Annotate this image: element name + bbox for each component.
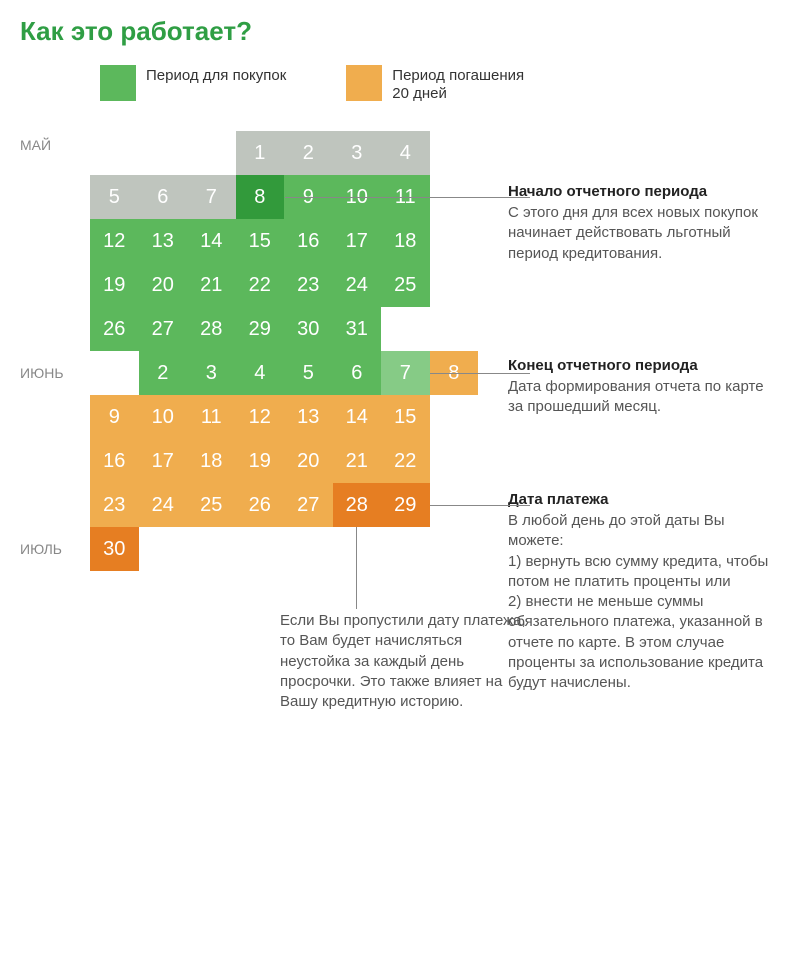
annotation: Начало отчетного периода С этого дня для … [508,183,770,264]
calendar-cell: 13 [284,395,333,439]
calendar-cell [284,527,333,571]
calendar-cell: 16 [90,439,139,483]
legend-swatch [346,65,382,101]
calendar-cell: 18 [381,219,430,263]
calendar-cell: 27 [139,307,188,351]
calendar: 1234567891011121314151617181920212223242… [90,131,478,571]
annotation-body: С этого дня для всех новых покупок начин… [508,203,770,264]
missed-payment-note: Если Вы пропустили дату платежа, то Вам … [280,611,530,712]
calendar-cell: 14 [333,395,382,439]
calendar-cell: 28 [333,483,382,527]
calendar-cell: 17 [333,219,382,263]
legend-item-purchases: Период для покупок [100,65,286,103]
calendar-cell: 23 [90,483,139,527]
calendar-cell: 20 [139,263,188,307]
calendar-cell: 8 [236,175,285,219]
calendar-cell: 18 [187,439,236,483]
calendar-cell [139,527,188,571]
calendar-cell [139,131,188,175]
calendar-cell [333,527,382,571]
legend: Период для покупок Период погашения 20 д… [20,65,780,103]
calendar-cell: 20 [284,439,333,483]
calendar-cell: 10 [139,395,188,439]
calendar-cell: 1 [236,131,285,175]
calendar-cell: 30 [284,307,333,351]
calendar-cell [187,131,236,175]
calendar-cell: 24 [333,263,382,307]
page-title: Как это работает? [20,16,780,47]
calendar-cell: 7 [381,351,430,395]
calendar-cell: 25 [187,483,236,527]
annotation-title: Конец отчетного периода [508,357,770,375]
calendar-cell: 17 [139,439,188,483]
calendar-cell [381,307,430,351]
calendar-cell: 12 [90,219,139,263]
annotation: Конец отчетного периода Дата формирования… [508,357,770,418]
calendar-cell: 27 [284,483,333,527]
calendar-cell: 23 [284,263,333,307]
calendar-cell: 10 [333,175,382,219]
calendar-cell: 25 [381,263,430,307]
legend-item-repayment: Период погашения 20 дней [346,65,524,103]
calendar-cell: 26 [236,483,285,527]
calendar-cell: 14 [187,219,236,263]
month-label: ИЮНЬ [20,365,64,381]
calendar-cell: 19 [236,439,285,483]
calendar-cell: 16 [284,219,333,263]
calendar-cell: 11 [187,395,236,439]
calendar-cell: 19 [90,263,139,307]
calendar-cell: 26 [90,307,139,351]
calendar-cell: 8 [430,351,479,395]
calendar-cell: 2 [139,351,188,395]
annotation-body: В любой день до этой даты Вы можете: 1) … [508,511,770,693]
annotation-title: Начало отчетного периода [508,183,770,201]
calendar-cell: 5 [284,351,333,395]
calendar-cell: 9 [284,175,333,219]
calendar-cell: 6 [139,175,188,219]
calendar-cell [90,351,139,395]
calendar-cell: 4 [236,351,285,395]
calendar-cell: 11 [381,175,430,219]
calendar-cell [381,527,430,571]
calendar-cell: 21 [333,439,382,483]
calendar-cell: 21 [187,263,236,307]
calendar-cell: 6 [333,351,382,395]
calendar-cell [236,527,285,571]
calendar-cell: 30 [90,527,139,571]
annotation-title: Дата платежа [508,491,770,509]
month-label: МАЙ [20,137,51,153]
month-label: ИЮЛЬ [20,541,62,557]
calendar-cell: 22 [381,439,430,483]
legend-text: Период погашения 20 дней [392,65,524,103]
calendar-cell: 3 [187,351,236,395]
calendar-cell: 29 [381,483,430,527]
calendar-cell: 2 [284,131,333,175]
calendar-cell [187,527,236,571]
calendar-cell: 9 [90,395,139,439]
legend-swatch [100,65,136,101]
calendar-cell: 5 [90,175,139,219]
calendar-cell: 24 [139,483,188,527]
calendar-cell: 7 [187,175,236,219]
calendar-cell: 12 [236,395,285,439]
calendar-cell: 13 [139,219,188,263]
legend-text: Период для покупок [146,65,286,85]
annotation: Дата платежа В любой день до этой даты Вы… [508,491,770,693]
calendar-cell: 29 [236,307,285,351]
calendar-cell: 28 [187,307,236,351]
calendar-cell: 4 [381,131,430,175]
calendar-cell: 3 [333,131,382,175]
annotation-body: Дата формирования отчета по карте за про… [508,377,770,418]
calendar-cell: 15 [381,395,430,439]
calendar-cell: 22 [236,263,285,307]
calendar-cell: 15 [236,219,285,263]
calendar-cell: 31 [333,307,382,351]
calendar-cell [90,131,139,175]
